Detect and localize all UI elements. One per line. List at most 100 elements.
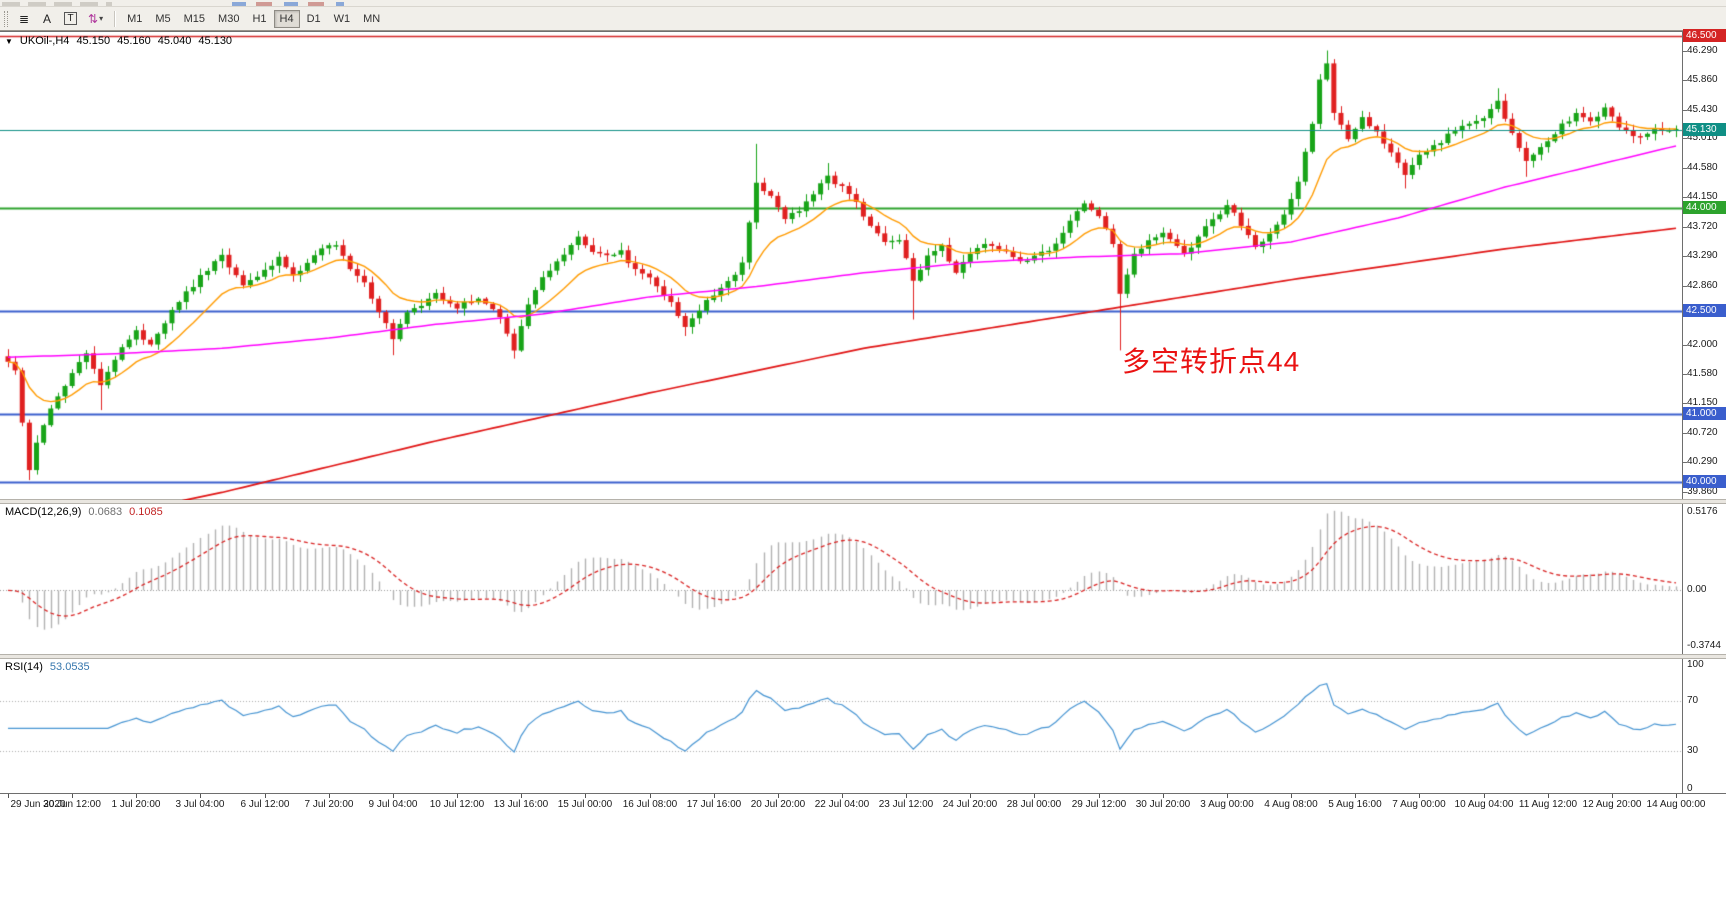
chevron-down-icon: ▾ — [99, 14, 104, 23]
timeframe-button-H4[interactable]: H4 — [273, 9, 300, 28]
macd-indicator-panel: MACD(12,26,9) 0.0683 0.1085 0.5176 0.00 … — [0, 504, 1726, 654]
time-axis-tick — [585, 794, 586, 798]
letter-a-icon: A — [42, 11, 51, 26]
macd-axis-zero-label: 0.00 — [1687, 584, 1707, 595]
macd-axis-top-label: 0.5176 — [1687, 506, 1718, 517]
time-axis-tick — [1612, 794, 1613, 798]
price-axis-tick — [1683, 286, 1687, 287]
price-level-tag: 40.000 — [1683, 475, 1726, 488]
timeframe-button-group: M1 M5 M15 M30 H1 H4 D1 W1 MN — [121, 9, 386, 28]
time-axis-tick — [778, 794, 779, 798]
rsi-axis-100-label: 100 — [1687, 659, 1704, 670]
timeframe-button-H1[interactable]: H1 — [246, 10, 272, 28]
arrows-icon: ⇅ — [88, 11, 99, 26]
price-axis-tick — [1683, 403, 1687, 404]
price-axis-label: 40.290 — [1687, 456, 1718, 467]
macd-canvas[interactable] — [0, 504, 1682, 654]
rsi-value: 53.0535 — [49, 661, 90, 673]
timeframe-button-M1[interactable]: M1 — [121, 10, 148, 28]
ohlc-high: 45.160 — [117, 35, 151, 47]
time-axis-label: 1 Jul 20:00 — [111, 799, 161, 810]
letter-t-icon: T — [64, 12, 77, 25]
time-axis-tick — [1163, 794, 1164, 798]
macd-label: MACD(12,26,9) — [5, 506, 82, 518]
timeframe-button-M15[interactable]: M15 — [178, 10, 211, 28]
time-axis-tick — [200, 794, 201, 798]
chart-symbol-label: UKOil-,H4 — [19, 35, 70, 47]
price-axis-label: 46.290 — [1687, 45, 1718, 56]
time-axis-label: 13 Jul 16:00 — [493, 799, 549, 810]
time-axis-label: 15 Jul 00:00 — [557, 799, 613, 810]
macd-axis-bottom-label: -0.3744 — [1687, 640, 1721, 651]
cycles-dropdown-button[interactable]: ⇅ ▾ — [83, 9, 108, 28]
time-axis[interactable]: 29 Jun 2020 30 Jun 12:00 1 Jul 20:00 3 Jul … — [0, 793, 1726, 815]
cropped-toolbar-icons — [2, 2, 112, 6]
toolbar-separator — [114, 10, 116, 27]
timeframe-button-W1[interactable]: W1 — [328, 10, 357, 28]
time-axis-label: 4 Aug 08:00 — [1264, 799, 1318, 810]
toolbar-grip[interactable] — [4, 10, 8, 27]
time-axis-tick — [8, 794, 9, 798]
timeframe-button-D1[interactable]: D1 — [301, 10, 327, 28]
rsi-canvas[interactable] — [0, 659, 1682, 793]
macd-signal-value: 0.1085 — [129, 506, 163, 518]
time-axis-label: 3 Jul 04:00 — [175, 799, 225, 810]
macd-axis[interactable]: 0.5176 0.00 -0.3744 — [1682, 504, 1726, 654]
time-axis-label: 17 Jul 16:00 — [686, 799, 742, 810]
time-axis-tick — [1034, 794, 1035, 798]
price-axis-tick — [1683, 138, 1687, 139]
time-axis-tick — [1355, 794, 1356, 798]
time-axis-label: 30 Jun 12:00 — [43, 799, 101, 810]
text-label-button[interactable]: A — [36, 9, 58, 28]
indicator-list-button[interactable]: ≣ — [13, 9, 35, 28]
price-axis-tick — [1683, 110, 1687, 111]
rsi-title: RSI(14) 53.0535 — [5, 661, 90, 673]
time-axis-tick — [329, 794, 330, 798]
rsi-axis[interactable]: 100 70 30 0 — [1682, 659, 1726, 794]
time-axis-label: 10 Aug 04:00 — [1454, 799, 1514, 810]
price-chart-panel: ▼ UKOil-,H4 45.150 45.160 45.040 45.130 … — [0, 29, 1726, 500]
price-level-tag: 42.500 — [1683, 304, 1726, 317]
time-axis-label: 10 Jul 12:00 — [429, 799, 485, 810]
time-axis-label: 30 Jul 20:00 — [1135, 799, 1191, 810]
time-axis-tick — [521, 794, 522, 798]
rsi-axis-70-label: 70 — [1687, 695, 1699, 706]
time-axis-tick — [970, 794, 971, 798]
timeframe-toolbar: ≣ A T ⇅ ▾ M1 M5 M15 M30 H1 H4 D1 W1 MN — [0, 7, 1726, 31]
price-axis[interactable]: 46.290 45.860 45.430 45.010 44.580 44.150 43.7… — [1682, 29, 1726, 499]
timeframe-button-M5[interactable]: M5 — [149, 10, 176, 28]
time-axis-label: 12 Aug 20:00 — [1582, 799, 1642, 810]
rsi-axis-0-label: 0 — [1687, 783, 1693, 794]
price-axis-tick — [1683, 462, 1687, 463]
timeframe-button-M30[interactable]: M30 — [212, 10, 245, 28]
time-axis-label: 11 Aug 12:00 — [1518, 799, 1578, 810]
time-axis-label: 24 Jul 20:00 — [942, 799, 998, 810]
cropped-toolbar-icons — [232, 2, 344, 6]
price-axis-label: 44.150 — [1687, 191, 1718, 202]
ohlc-low: 45.040 — [157, 35, 192, 47]
time-axis-label: 5 Aug 16:00 — [1328, 799, 1382, 810]
list-icon: ≣ — [18, 11, 30, 26]
price-axis-label: 45.010 — [1687, 132, 1718, 143]
time-axis-label: 22 Jul 04:00 — [814, 799, 870, 810]
time-axis-label: 16 Jul 08:00 — [622, 799, 678, 810]
price-axis-tick — [1683, 433, 1687, 434]
text-tool-button[interactable]: T — [59, 9, 82, 28]
rsi-label: RSI(14) — [5, 661, 43, 673]
price-axis-label: 41.150 — [1687, 397, 1718, 408]
price-axis-tick — [1683, 492, 1687, 493]
time-axis-tick — [1676, 794, 1677, 798]
price-chart-canvas[interactable] — [0, 32, 1682, 500]
price-axis-tick — [1683, 168, 1687, 169]
timeframe-button-MN[interactable]: MN — [357, 10, 386, 28]
time-axis-tick — [650, 794, 651, 798]
time-axis-tick — [1099, 794, 1100, 798]
time-axis-label: 7 Aug 00:00 — [1392, 799, 1446, 810]
time-axis-label: 9 Jul 04:00 — [368, 799, 418, 810]
price-level-tag: 46.500 — [1683, 29, 1726, 42]
price-axis-tick — [1683, 197, 1687, 198]
panel-splitter[interactable] — [0, 654, 1726, 659]
price-axis-tick — [1683, 345, 1687, 346]
macd-main-value: 0.0683 — [88, 506, 123, 518]
cropped-toolbar-row — [0, 0, 1726, 7]
